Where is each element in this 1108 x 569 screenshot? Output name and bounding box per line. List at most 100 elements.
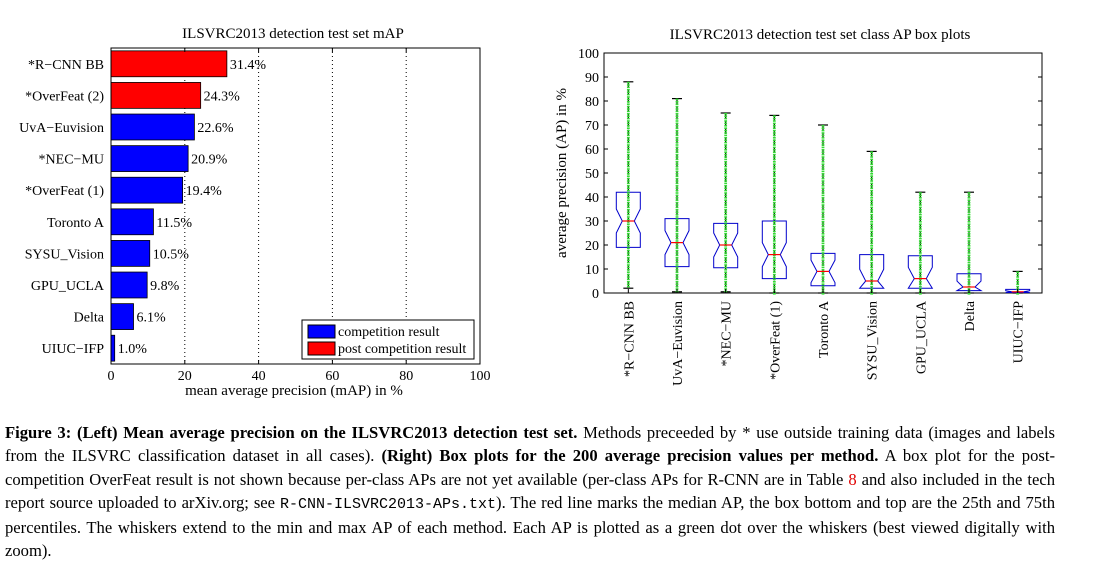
ap-point-gpu-ucla: [918, 204, 922, 206]
ap-point-gpu-ucla: [918, 216, 922, 218]
ap-point-r-cnn-bb: [626, 233, 630, 235]
ap-point-delta: [967, 221, 971, 223]
ap-point-gpu-ucla: [918, 281, 922, 283]
ap-point-overfeat-1: [772, 189, 776, 192]
y-tick-label-50: 50: [585, 167, 599, 182]
ap-point-sysu-vision: [870, 206, 874, 209]
ap-point-delta: [967, 271, 971, 273]
ap-point-toronto-a: [821, 161, 825, 163]
ap-point-overfeat-1: [772, 266, 776, 269]
caption-table-ref-link[interactable]: 8: [848, 469, 857, 489]
ap-point-toronto-a: [821, 237, 825, 240]
ap-point-overfeat-1: [772, 125, 776, 127]
ap-point-overfeat-1: [772, 132, 776, 134]
ap-point-nec-mu: [724, 230, 728, 233]
ap-point-nec-mu: [724, 180, 728, 182]
ap-point-toronto-a: [821, 261, 825, 264]
box-category-label-sysu-vision: SYSU_Vision: [866, 301, 881, 380]
ap-point-nec-mu: [724, 173, 728, 175]
ap-point-r-cnn-bb: [626, 125, 630, 127]
ap-point-toronto-a: [821, 240, 825, 242]
ap-point-uva-euvision: [675, 264, 679, 266]
ap-point-gpu-ucla: [918, 293, 922, 295]
x-tick-label-80: 80: [399, 369, 413, 384]
box-category-label-r-cnn-bb: *R−CNN BB: [622, 301, 637, 377]
ap-point-r-cnn-bb: [626, 81, 630, 84]
ap-point-toronto-a: [821, 235, 825, 237]
ap-point-toronto-a: [821, 156, 825, 158]
ap-point-sysu-vision: [870, 235, 874, 237]
ap-point-uva-euvision: [675, 211, 679, 213]
ap-point-delta: [967, 278, 971, 281]
ap-point-gpu-ucla: [918, 247, 922, 249]
ap-point-nec-mu: [724, 285, 728, 288]
ap-point-uva-euvision: [675, 266, 679, 269]
ap-point-delta: [967, 225, 971, 228]
x-tick-label-100: 100: [470, 369, 491, 384]
y-tick-label-60: 60: [585, 143, 599, 158]
ap-point-gpu-ucla: [918, 273, 922, 276]
ap-point-nec-mu: [724, 163, 728, 165]
ap-point-delta: [967, 235, 971, 237]
ap-point-sysu-vision: [870, 240, 874, 242]
ap-point-r-cnn-bb: [626, 144, 630, 146]
ap-point-gpu-ucla: [918, 242, 922, 245]
ap-point-r-cnn-bb: [626, 137, 630, 139]
ap-point-nec-mu: [724, 257, 728, 259]
ap-point-nec-mu: [724, 139, 728, 141]
ap-point-uva-euvision: [675, 189, 679, 192]
ap-point-sysu-vision: [870, 170, 874, 173]
ap-point-overfeat-1: [772, 223, 776, 225]
legend-swatch-competition: [307, 324, 336, 339]
ap-point-r-cnn-bb: [626, 101, 630, 103]
ap-point-delta: [967, 228, 971, 230]
ap-point-uva-euvision: [675, 168, 679, 170]
box-body-uiuc-ifp: [1005, 288, 1031, 293]
ap-point-uva-euvision: [675, 228, 679, 230]
ap-point-delta: [967, 209, 971, 211]
ap-point-nec-mu: [724, 194, 728, 197]
ap-point-nec-mu: [724, 223, 728, 225]
ap-point-sysu-vision: [870, 281, 874, 283]
ap-point-nec-mu: [724, 278, 728, 281]
ap-point-toronto-a: [821, 173, 825, 175]
x-tick-label-40: 40: [252, 369, 266, 384]
ap-point-r-cnn-bb: [626, 165, 630, 168]
ap-point-r-cnn-bb: [626, 113, 630, 115]
ap-point-nec-mu: [724, 156, 728, 158]
ap-point-gpu-ucla: [918, 285, 922, 288]
ap-point-r-cnn-bb: [626, 141, 630, 144]
ap-point-sysu-vision: [870, 163, 874, 165]
ap-point-nec-mu: [724, 161, 728, 163]
x-tick-label-60: 60: [325, 369, 339, 384]
ap-point-nec-mu: [724, 237, 728, 240]
ap-point-uva-euvision: [675, 252, 679, 254]
ap-point-toronto-a: [821, 247, 825, 249]
ap-points-delta: [967, 192, 971, 295]
ap-point-uva-euvision: [675, 132, 679, 134]
ap-point-toronto-a: [821, 139, 825, 141]
ap-point-sysu-vision: [870, 168, 874, 170]
ap-point-sysu-vision: [870, 283, 874, 285]
ap-point-r-cnn-bb: [626, 96, 630, 98]
ap-point-r-cnn-bb: [626, 127, 630, 129]
ap-point-toronto-a: [821, 242, 825, 245]
ap-points-overfeat-1: [772, 115, 776, 295]
ap-point-overfeat-1: [772, 180, 776, 182]
ap-point-toronto-a: [821, 144, 825, 146]
ap-point-sysu-vision: [870, 216, 874, 218]
ap-point-overfeat-1: [772, 257, 776, 259]
ap-point-r-cnn-bb: [626, 185, 630, 187]
ap-point-sysu-vision: [870, 257, 874, 259]
ap-point-gpu-ucla: [918, 266, 922, 269]
ap-point-r-cnn-bb: [626, 252, 630, 254]
ap-point-uva-euvision: [675, 281, 679, 283]
ap-point-sysu-vision: [870, 266, 874, 269]
y-tick-label-30: 30: [585, 215, 599, 230]
bar-category-label-toronto-a: Toronto A: [47, 216, 105, 231]
ap-point-nec-mu: [724, 213, 728, 216]
ap-point-gpu-ucla: [918, 218, 922, 221]
bar-value-label-uiuc-ifp: 1.0%: [118, 342, 148, 357]
ap-point-nec-mu: [724, 228, 728, 230]
ap-point-sysu-vision: [870, 264, 874, 266]
